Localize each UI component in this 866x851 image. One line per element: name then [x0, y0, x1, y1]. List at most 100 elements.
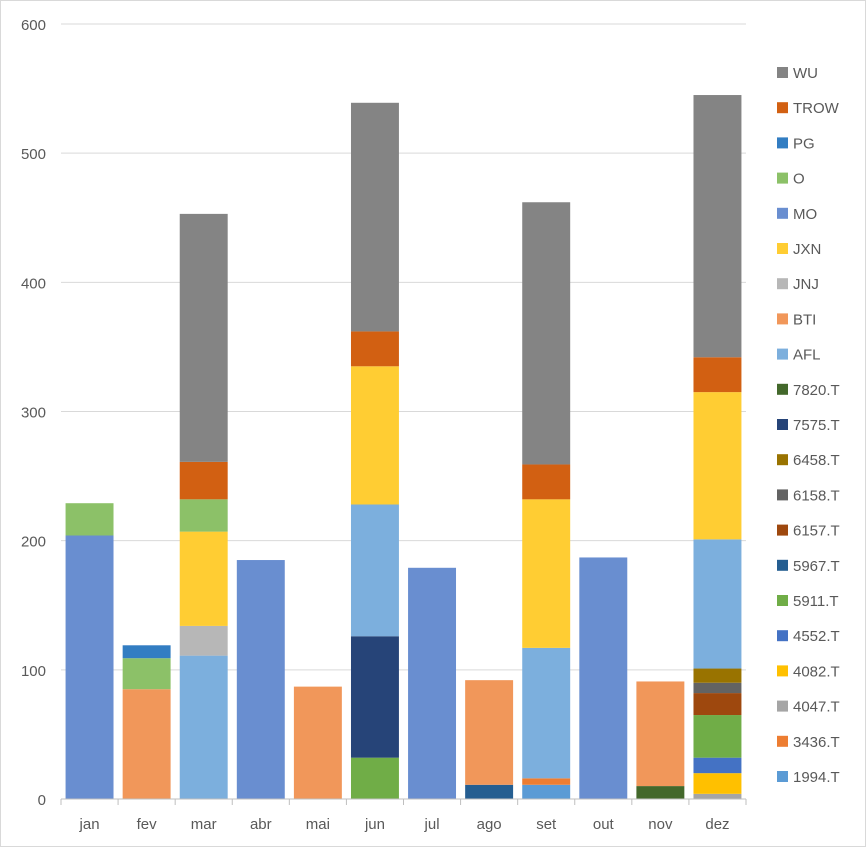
bar-segment-mar-wu [179, 213, 228, 462]
x-tick-label: dez [705, 816, 729, 833]
legend-swatch [777, 172, 788, 184]
bar-segment-jun-afl [350, 504, 399, 637]
bar-segment-dez-5911-t [693, 715, 742, 758]
legend-label: 5967.T [793, 558, 840, 575]
legend-swatch [777, 278, 788, 290]
legend-label: AFL [793, 347, 821, 364]
x-tick-label: fev [137, 816, 158, 833]
bar-segment-set-wu [522, 202, 571, 465]
bar-segment-fev-bti [122, 689, 171, 799]
bar-segment-out-mo [579, 557, 628, 799]
legend-label: 5911.T [793, 593, 839, 610]
bar-segment-dez-6157-t [693, 693, 742, 716]
x-axis-tick-labels: jan fev mar abr mai jun jul ago set out nov dez [79, 816, 730, 833]
x-tick-label: ago [477, 816, 502, 833]
bar-segment-mar-jnj [179, 625, 228, 656]
legend-label: PG [793, 135, 815, 152]
x-tick-label: jan [79, 816, 100, 833]
x-tick-label: set [536, 816, 557, 833]
y-tick-label: 500 [21, 146, 46, 163]
legend-swatch [777, 137, 788, 149]
x-tick-label: nov [648, 816, 673, 833]
bar-segment-dez-6458-t [693, 668, 742, 683]
bar-segment-nov-bti [636, 681, 685, 787]
legend-label: 6458.T [793, 452, 840, 469]
x-tick-label: abr [250, 816, 272, 833]
y-tick-label: 0 [38, 792, 46, 809]
x-axis [60, 798, 747, 805]
bar-segment-jun-5911-t [350, 757, 399, 799]
y-tick-label: 300 [21, 405, 46, 422]
legend-swatch [777, 419, 788, 430]
bar-segment-ago-bti [465, 680, 514, 785]
bar-segment-jun-7575-t [350, 636, 399, 758]
bar-segment-abr-mo [236, 560, 285, 799]
legend-label: 4552.T [793, 628, 840, 645]
legend-label: 4047.T [793, 699, 840, 716]
legend-label: JXN [793, 241, 821, 258]
legend-swatch [777, 313, 788, 325]
bar-segment-set-jxn [522, 499, 571, 648]
x-tick-label: jun [364, 816, 385, 833]
bar-segment-jun-jxn [350, 366, 399, 505]
bar-segment-mar-afl [179, 655, 228, 799]
y-tick-label: 400 [21, 275, 46, 292]
legend-swatch [777, 595, 788, 606]
legend-label: 4082.T [793, 663, 840, 680]
legend-swatch [777, 665, 788, 677]
y-axis-tick-labels: 0 100 200 300 400 500 600 [21, 17, 46, 809]
legend-label: 6157.T [793, 523, 840, 540]
bar-segment-dez-6158-t [693, 682, 742, 694]
bars [65, 95, 742, 799]
y-tick-label: 200 [21, 534, 46, 551]
legend-label: BTI [793, 311, 816, 328]
legend-label: JNJ [793, 276, 819, 293]
bar-segment-mar-o [179, 499, 228, 532]
x-tick-label: mar [191, 816, 217, 833]
legend-swatch [777, 489, 788, 501]
legend-swatch [777, 102, 788, 114]
legend-label: 3436.T [793, 734, 840, 751]
legend-swatch [777, 559, 788, 571]
bar-segment-set-afl [522, 647, 571, 779]
bar-segment-fev-pg [122, 645, 171, 659]
legend-swatch [777, 454, 788, 466]
bar-segment-set-1994-t [522, 784, 571, 799]
legend-label: 6158.T [793, 487, 840, 504]
bar-segment-jun-trow [350, 331, 399, 367]
x-tick-label: out [593, 816, 615, 833]
legend-swatch [777, 630, 788, 642]
legend-label: TROW [793, 100, 840, 117]
bar-segment-dez-4047-t [693, 793, 742, 799]
legend-swatch [777, 207, 788, 219]
x-tick-label: mai [306, 816, 330, 833]
bar-segment-ago-5967-t [465, 784, 514, 799]
legend-swatch [777, 67, 788, 78]
bar-segment-jan-mo [65, 535, 114, 799]
legend-swatch [777, 348, 788, 360]
y-tick-label: 600 [21, 17, 46, 34]
bar-segment-set-3436-t [522, 778, 571, 785]
bar-segment-dez-4552-t [693, 757, 742, 774]
bar-segment-jan-o [65, 503, 114, 536]
legend: WU TROW PG O MO JXN JNJ BTI AFL 7820.T 7575.T 6458.… [777, 65, 840, 786]
bar-segment-mar-trow [179, 461, 228, 500]
bar-segment-dez-afl [693, 539, 742, 669]
bar-segment-mai-bti [293, 686, 342, 799]
bar-segment-dez-wu [693, 95, 742, 358]
bar-segment-dez-4082-t [693, 773, 742, 794]
legend-label: O [793, 171, 805, 188]
bar-segment-dez-trow [693, 357, 742, 393]
gridlines [61, 23, 746, 671]
bar-segment-dez-jxn [693, 392, 742, 540]
bar-segment-jun-wu [350, 102, 399, 332]
legend-label: 1994.T [793, 769, 840, 786]
legend-swatch [777, 735, 788, 747]
legend-swatch [777, 383, 788, 395]
bar-segment-mar-jxn [179, 531, 228, 626]
y-tick-label: 100 [21, 663, 46, 680]
bar-segment-set-trow [522, 464, 571, 500]
x-tick-label: jul [424, 816, 440, 833]
